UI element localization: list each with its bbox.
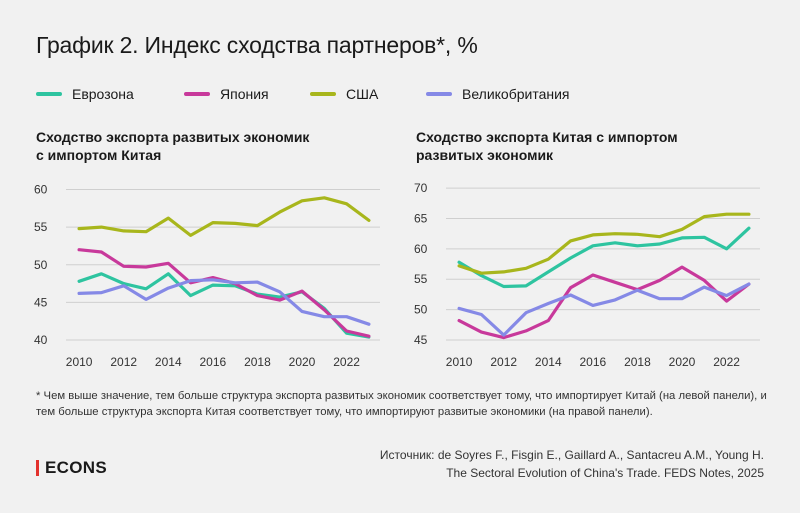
- y-tick-label: 55: [414, 272, 428, 286]
- y-tick-label: 55: [34, 220, 48, 234]
- page-title: График 2. Индекс сходства партнеров*, %: [36, 32, 478, 58]
- legend-item-uk: Великобритания: [426, 86, 570, 102]
- legend-item-eurozone: Еврозона: [36, 86, 134, 102]
- right-line-chart: 45 50 55 60 65 70 2010 2012 2014 2016 2018 2020 2022: [414, 181, 760, 369]
- series-line-Еврозона: [457, 226, 751, 289]
- x-tick-label: 2018: [624, 355, 651, 369]
- x-tick-label: 2010: [66, 355, 93, 369]
- left-panel-title-line1: Сходство экспорта развитых экономик: [36, 129, 310, 145]
- brand-name: ECONS: [45, 458, 107, 477]
- legend-swatch: [184, 92, 210, 96]
- right-panel-title: Сходство экспорта Китая с импортом разви…: [416, 128, 678, 164]
- legend-label: Великобритания: [462, 86, 570, 102]
- series-line-Япония: [77, 248, 371, 338]
- right-panel-title-line1: Сходство экспорта Китая с импортом: [416, 129, 678, 145]
- series-line-Еврозона: [77, 272, 371, 339]
- legend-item-japan: Япония: [184, 86, 269, 102]
- left-panel-title: Сходство экспорта развитых экономик с им…: [36, 128, 309, 164]
- series-line-США: [77, 196, 371, 238]
- legend-item-usa: США: [310, 86, 378, 102]
- y-tick-label: 60: [34, 183, 48, 197]
- x-tick-label: 2020: [289, 355, 316, 369]
- series-line-Великобритания: [457, 282, 751, 337]
- source: Источник: de Soyres F., Fisgin E., Gaill…: [304, 446, 764, 482]
- x-tick-label: 2022: [713, 355, 740, 369]
- y-tick-label: 45: [34, 295, 48, 309]
- x-tick-label: 2016: [580, 355, 607, 369]
- right-panel-title-line2: развитых экономик: [416, 147, 554, 163]
- series-line-Великобритания: [77, 278, 371, 326]
- series-line-Япония: [457, 265, 751, 340]
- y-tick-label: 60: [414, 242, 428, 256]
- x-tick-label: 2018: [244, 355, 271, 369]
- y-tick-label: 50: [34, 258, 48, 272]
- x-tick-label: 2014: [535, 355, 562, 369]
- legend-swatch: [426, 92, 452, 96]
- brand-logo: ECONS: [36, 458, 107, 478]
- x-tick-label: 2020: [669, 355, 696, 369]
- legend-swatch: [36, 92, 62, 96]
- brand-bar-icon: [36, 460, 39, 476]
- y-tick-label: 40: [34, 333, 48, 347]
- x-tick-label: 2014: [155, 355, 182, 369]
- legend-label: Япония: [220, 86, 269, 102]
- left-line-chart: 40 45 50 55 60 2010 2012 2014 2016 2018 2020 2022: [34, 183, 380, 369]
- y-tick-label: 70: [414, 181, 428, 195]
- left-panel-title-line2: с импортом Китая: [36, 147, 162, 163]
- source-line2: The Sectoral Evolution of China's Trade.…: [446, 466, 764, 480]
- legend-swatch: [310, 92, 336, 96]
- x-tick-label: 2016: [200, 355, 227, 369]
- y-tick-label: 50: [414, 303, 428, 317]
- y-tick-label: 45: [414, 333, 428, 347]
- x-tick-label: 2012: [110, 355, 137, 369]
- x-tick-label: 2010: [446, 355, 473, 369]
- legend: Еврозона Япония США Великобритания: [36, 86, 776, 106]
- x-tick-label: 2012: [490, 355, 517, 369]
- legend-label: Еврозона: [72, 86, 134, 102]
- x-tick-label: 2022: [333, 355, 360, 369]
- legend-label: США: [346, 86, 379, 102]
- y-tick-label: 65: [414, 211, 428, 225]
- source-line1: Источник: de Soyres F., Fisgin E., Gaill…: [379, 448, 764, 462]
- footnote: * Чем выше значение, тем больше структур…: [36, 390, 767, 418]
- series-line-США: [457, 212, 751, 275]
